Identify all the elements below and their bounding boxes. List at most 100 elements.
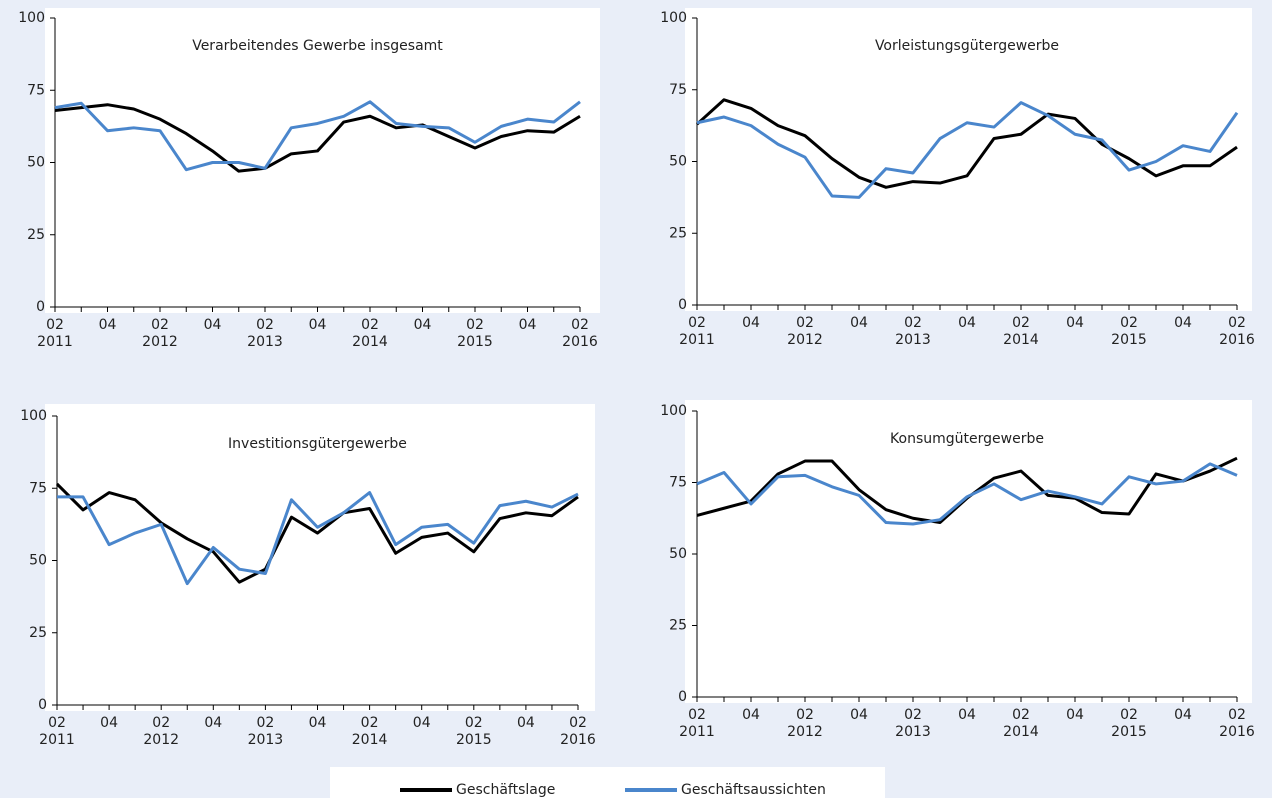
y-tick-label: 50 [669, 546, 687, 562]
x-tick-label: 04 [850, 707, 868, 723]
legend-label: Geschäftslage [456, 782, 555, 798]
plot-background [45, 404, 595, 711]
x-tick-label: 04 [1174, 315, 1192, 331]
x-tick-label: 04 [99, 317, 117, 333]
x-tick-label: 04 [100, 715, 118, 731]
x-tick-label: 02 [256, 715, 274, 731]
year-label: 2015 [1111, 724, 1147, 740]
year-label: 2011 [37, 334, 73, 350]
year-label: 2012 [787, 724, 823, 740]
x-tick-label: 04 [519, 317, 537, 333]
y-tick-label: 25 [27, 227, 45, 243]
plot-background [45, 8, 600, 313]
series-line [696, 101, 1239, 199]
x-tick-label: 02 [361, 317, 379, 333]
chart-title: Konsumgütergewerbe [890, 431, 1044, 447]
year-label: 2016 [1219, 332, 1255, 348]
series-line [695, 98, 1238, 189]
y-tick-label: 75 [27, 82, 45, 98]
y-tick-label: 75 [669, 82, 687, 98]
y-tick-label: 100 [20, 408, 47, 424]
x-tick-label: 02 [1012, 315, 1030, 331]
chart-title: Investitionsgütergewerbe [228, 436, 407, 452]
y-tick-label: 75 [669, 475, 687, 491]
x-tick-label: 04 [309, 317, 327, 333]
year-label: 2014 [1003, 332, 1039, 348]
x-tick-label: 04 [850, 315, 868, 331]
series-line [54, 103, 581, 173]
year-label: 2015 [1111, 332, 1147, 348]
x-tick-label: 04 [1174, 707, 1192, 723]
series-line [696, 462, 1238, 526]
y-tick-label: 0 [678, 689, 687, 705]
x-tick-label: 04 [414, 317, 432, 333]
x-tick-label: 02 [151, 317, 169, 333]
year-label: 2016 [560, 732, 596, 748]
year-label: 2014 [352, 334, 388, 350]
y-tick-label: 0 [678, 297, 687, 313]
y-tick-label: 75 [29, 480, 47, 496]
year-label: 2013 [895, 332, 931, 348]
y-tick-label: 25 [669, 618, 687, 634]
x-tick-label: 02 [796, 707, 814, 723]
year-label: 2016 [562, 334, 598, 350]
x-tick-label: 02 [361, 715, 379, 731]
x-tick-label: 04 [1066, 315, 1084, 331]
x-tick-label: 02 [466, 317, 484, 333]
x-tick-label: 02 [48, 715, 66, 731]
x-tick-label: 02 [796, 315, 814, 331]
y-tick-label: 100 [660, 403, 687, 419]
year-label: 2014 [1003, 724, 1039, 740]
year-label: 2012 [143, 732, 179, 748]
x-tick-label: 04 [1066, 707, 1084, 723]
x-tick-label: 02 [904, 707, 922, 723]
year-label: 2013 [895, 724, 931, 740]
year-label: 2011 [39, 732, 75, 748]
x-tick-label: 04 [958, 315, 976, 331]
year-label: 2013 [248, 732, 284, 748]
year-label: 2012 [142, 334, 178, 350]
year-label: 2012 [787, 332, 823, 348]
x-tick-label: 02 [1228, 707, 1246, 723]
x-tick-label: 02 [1228, 315, 1246, 331]
y-tick-label: 50 [669, 154, 687, 170]
y-tick-label: 50 [27, 155, 45, 171]
series-line [54, 100, 581, 172]
year-label: 2011 [679, 724, 715, 740]
year-label: 2016 [1219, 724, 1255, 740]
x-tick-label: 02 [1120, 707, 1138, 723]
x-tick-label: 04 [958, 707, 976, 723]
x-tick-label: 04 [204, 715, 222, 731]
y-tick-label: 25 [669, 225, 687, 241]
legend-label: Geschäftsaussichten [681, 782, 826, 798]
x-tick-label: 02 [46, 317, 64, 333]
year-label: 2015 [456, 732, 492, 748]
x-tick-label: 02 [1120, 315, 1138, 331]
x-tick-label: 02 [688, 707, 706, 723]
y-tick-label: 100 [18, 10, 45, 26]
x-tick-label: 02 [465, 715, 483, 731]
x-tick-label: 04 [413, 715, 431, 731]
chart-title: Verarbeitendes Gewerbe insgesamt [192, 38, 443, 54]
x-tick-label: 02 [256, 317, 274, 333]
y-tick-label: 100 [660, 10, 687, 26]
legend-box [330, 767, 885, 798]
year-label: 2013 [247, 334, 283, 350]
x-tick-label: 02 [152, 715, 170, 731]
chart-title: Vorleistungsgütergewerbe [875, 38, 1059, 54]
y-tick-label: 50 [29, 553, 47, 569]
y-tick-label: 0 [38, 697, 47, 713]
x-tick-label: 04 [742, 707, 760, 723]
x-tick-label: 02 [904, 315, 922, 331]
x-tick-label: 02 [688, 315, 706, 331]
plot-background [685, 400, 1252, 703]
year-label: 2011 [679, 332, 715, 348]
x-tick-label: 02 [569, 715, 587, 731]
x-tick-label: 04 [309, 715, 327, 731]
x-tick-label: 04 [517, 715, 535, 731]
x-tick-label: 04 [742, 315, 760, 331]
year-label: 2015 [457, 334, 493, 350]
x-tick-label: 02 [1012, 707, 1030, 723]
x-tick-label: 04 [204, 317, 222, 333]
